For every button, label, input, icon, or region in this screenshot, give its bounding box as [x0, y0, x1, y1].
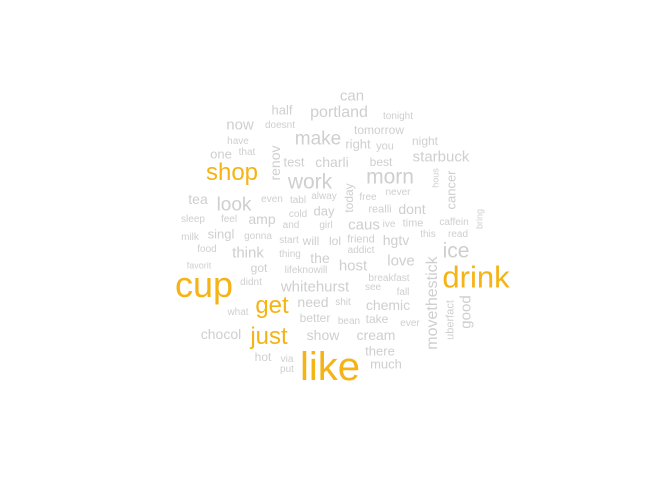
word: tea	[188, 191, 208, 207]
word: there	[365, 343, 395, 359]
word: tabl	[289, 195, 307, 206]
word: lifeknowill	[284, 265, 328, 276]
word: fall	[396, 287, 410, 298]
word: can	[339, 87, 365, 105]
word: show	[306, 327, 340, 343]
word: realli	[368, 203, 392, 216]
word: uberfact	[444, 300, 457, 340]
word: girl	[319, 220, 333, 231]
word: drink	[442, 259, 510, 295]
word: thing	[279, 249, 301, 260]
word: that	[238, 147, 256, 158]
word: gonna	[244, 231, 272, 242]
word: will	[302, 234, 320, 248]
word: whitehurst	[280, 278, 350, 296]
word: need	[297, 294, 329, 310]
word: feel	[220, 214, 238, 225]
word: best	[369, 155, 393, 169]
word: shop	[205, 159, 259, 186]
word: love	[387, 252, 415, 270]
word: cold	[288, 209, 308, 220]
word: now	[226, 116, 254, 134]
word: look	[216, 194, 252, 216]
word: chemic	[365, 297, 411, 313]
word: good	[457, 295, 475, 329]
word: ice	[442, 239, 470, 263]
word: morn	[366, 165, 414, 189]
word: tonight	[382, 111, 414, 122]
word: day	[313, 203, 335, 219]
word: starbuck	[412, 148, 470, 166]
word: via	[280, 354, 294, 365]
word: tomorrow	[353, 123, 405, 137]
word: amp	[248, 211, 276, 227]
word: dont	[398, 201, 426, 217]
word: one	[210, 146, 232, 162]
word: milk	[181, 232, 199, 243]
word: this	[420, 229, 436, 240]
word: sleep	[181, 214, 205, 225]
word: put	[280, 364, 294, 375]
word: ive	[382, 219, 396, 230]
word: ever	[400, 318, 420, 329]
word: got	[250, 261, 268, 275]
word: lol	[328, 234, 342, 248]
word: food	[197, 244, 217, 255]
word: and	[282, 220, 300, 231]
word: right	[345, 136, 371, 152]
word: caus	[348, 216, 380, 234]
word: read	[447, 229, 469, 240]
word: hgtv	[382, 232, 410, 248]
word: much	[370, 356, 402, 372]
word: never	[385, 187, 411, 198]
word: favorit	[186, 260, 212, 271]
word: friend	[347, 233, 375, 246]
word: get	[255, 292, 289, 319]
word: free	[359, 192, 377, 203]
word: you	[376, 140, 394, 153]
word: hot	[254, 350, 272, 364]
word: addict	[347, 245, 375, 256]
word: even	[261, 194, 283, 205]
word: just	[250, 323, 288, 350]
word: time	[402, 217, 424, 230]
word: work	[287, 170, 333, 194]
word: caffein	[439, 217, 469, 228]
word: think	[232, 244, 264, 262]
word: test	[283, 154, 305, 170]
word: take	[365, 312, 389, 326]
word: better	[299, 311, 331, 325]
word: half	[271, 102, 293, 118]
word: portland	[310, 104, 368, 121]
word: cup	[174, 264, 234, 305]
word: didnt	[240, 277, 262, 288]
word: renov	[267, 145, 283, 181]
word: like	[299, 345, 361, 389]
word: shit	[335, 297, 351, 308]
word: breakfast	[368, 273, 410, 284]
word: bring	[474, 208, 485, 230]
word: make	[294, 128, 342, 150]
word: movethestick	[424, 256, 441, 350]
word: night	[411, 134, 439, 148]
word: chocol	[200, 326, 242, 342]
word: singl	[207, 226, 235, 242]
word: doesnt	[264, 120, 296, 131]
word: alway	[311, 191, 337, 202]
word: cream	[356, 327, 396, 343]
word: the	[310, 250, 330, 266]
word: today	[342, 183, 356, 213]
word: what	[227, 307, 249, 318]
word: start	[279, 235, 299, 246]
word: have	[227, 136, 249, 147]
word: hous	[430, 168, 441, 188]
word: host	[338, 257, 368, 275]
word: bean	[337, 316, 361, 327]
word: see	[364, 282, 382, 293]
word: charli	[315, 154, 349, 170]
word: cancer	[443, 170, 459, 210]
